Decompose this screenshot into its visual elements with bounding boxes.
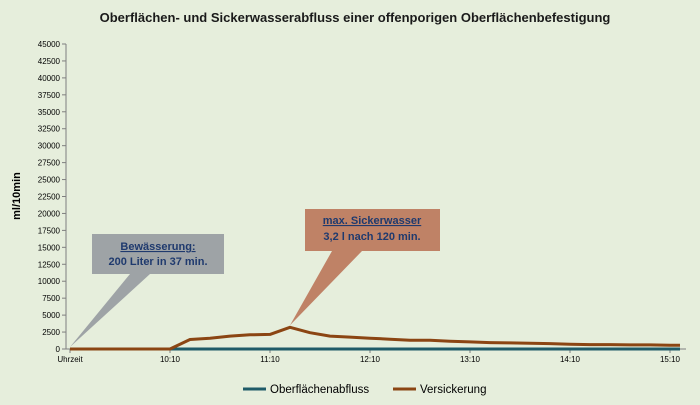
x-tick-label: 13:10: [460, 355, 481, 364]
y-tick-label: 30000: [38, 142, 61, 151]
y-tick-label: 15000: [38, 243, 61, 252]
y-tick-label: 2500: [42, 328, 60, 337]
y-tick-label: 10000: [38, 277, 61, 286]
x-tick-label: 12:10: [360, 355, 381, 364]
y-tick-label: 37500: [38, 91, 61, 100]
y-tick-label: 20000: [38, 209, 61, 218]
y-ticks: 0 2500 5000 7500 10000 12500 15000 17500 20000 22…: [38, 40, 66, 354]
x-tick-label: 11:10: [260, 355, 280, 364]
y-tick-label: 45000: [38, 40, 61, 49]
y-tick-label: 12500: [38, 260, 61, 269]
callout-bewaesserung-line2: 200 Liter in 37 min.: [108, 256, 207, 268]
y-tick-label: 40000: [38, 74, 61, 83]
y-tick-label: 27500: [38, 159, 61, 168]
legend-label: Oberflächenabfluss: [270, 384, 369, 396]
chart-title: Oberflächen- und Sickerwasserabfluss ein…: [100, 10, 611, 25]
x-tick-label: Uhrzeit: [57, 355, 83, 364]
x-tick-label: 10:10: [160, 355, 181, 364]
y-tick-label: 35000: [38, 108, 61, 117]
y-axis-label: ml/10min: [11, 172, 23, 220]
x-tick-label: 15:10: [660, 355, 681, 364]
y-tick-label: 32500: [38, 125, 61, 134]
callout-max-sicker-shape: [290, 209, 440, 326]
y-tick-label: 0: [56, 345, 61, 354]
y-tick-label: 25000: [38, 176, 61, 185]
y-tick-label: 5000: [42, 311, 60, 320]
callout-bewaesserung-line1: Bewässerung:: [120, 241, 195, 253]
series-lines: [70, 325, 680, 351]
callout-max-sicker-line2: 3,2 l nach 120 min.: [323, 231, 420, 243]
y-tick-label: 42500: [38, 57, 61, 66]
y-tick-label: 17500: [38, 226, 61, 235]
x-tick-label: 14:10: [560, 355, 581, 364]
callout-bewaesserung-shape: [70, 234, 224, 347]
legend: Oberflächenabfluss Versickerung: [243, 384, 486, 396]
y-tick-label: 22500: [38, 193, 61, 202]
y-tick-label: 7500: [42, 294, 60, 303]
x-ticks: Uhrzeit 10:10 11:10 12:10 13:10 14:10 15:10: [57, 349, 681, 364]
callout-max-sicker-line1: max. Sickerwasser: [323, 215, 422, 227]
series-line-versickerung: [70, 325, 680, 351]
callouts: Bewässerung: 200 Liter in 37 min. max. Sic…: [70, 209, 440, 347]
legend-label: Versickerung: [420, 384, 486, 396]
